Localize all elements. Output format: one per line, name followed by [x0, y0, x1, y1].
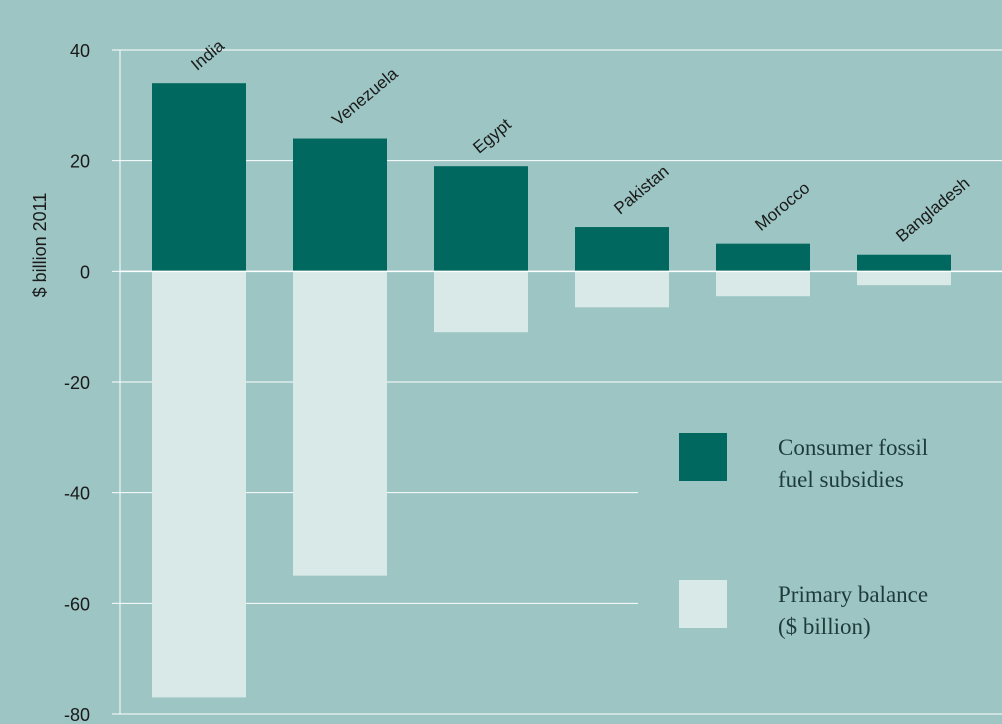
bar-fossil-subsidies [293, 138, 387, 272]
category-label: Venezuela [328, 64, 401, 130]
bar-fossil-subsidies [575, 227, 669, 272]
bar-fossil-subsidies [857, 254, 951, 272]
bar-primary-balance [857, 271, 951, 286]
bar-primary-balance [293, 271, 387, 576]
legend-swatch [679, 580, 727, 628]
bar-fossil-subsidies [716, 243, 810, 272]
legend-label: fuel subsidies [778, 467, 904, 492]
bar-fossil-subsidies [434, 166, 528, 272]
bar-primary-balance [152, 271, 246, 698]
legend-label: ($ billion) [778, 614, 871, 639]
y-tick-label: -20 [64, 373, 90, 393]
category-label: Morocco [751, 178, 813, 234]
y-tick-label: 0 [80, 262, 90, 282]
y-axis-title: $ billion 2011 [30, 193, 50, 298]
legend-swatch [679, 433, 727, 481]
category-label: Egypt [469, 115, 515, 158]
y-tick-label: 40 [70, 41, 90, 61]
category-label: Pakistan [610, 162, 672, 218]
bar-fossil-subsidies [152, 83, 246, 272]
y-tick-label: 20 [70, 152, 90, 172]
bar-primary-balance [434, 271, 528, 333]
bar-primary-balance [716, 271, 810, 297]
bar-primary-balance [575, 271, 669, 308]
y-tick-label: -80 [64, 705, 90, 724]
category-label: India [187, 36, 228, 75]
y-tick-label: -60 [64, 594, 90, 614]
legend: Consumer fossil fuel subsidies Primary bal… [679, 433, 928, 639]
y-tick-label: -40 [64, 484, 90, 504]
legend-label: Primary balance [778, 582, 928, 607]
legend-label: Consumer fossil [778, 435, 928, 460]
category-label: Bangladesh [892, 174, 973, 246]
